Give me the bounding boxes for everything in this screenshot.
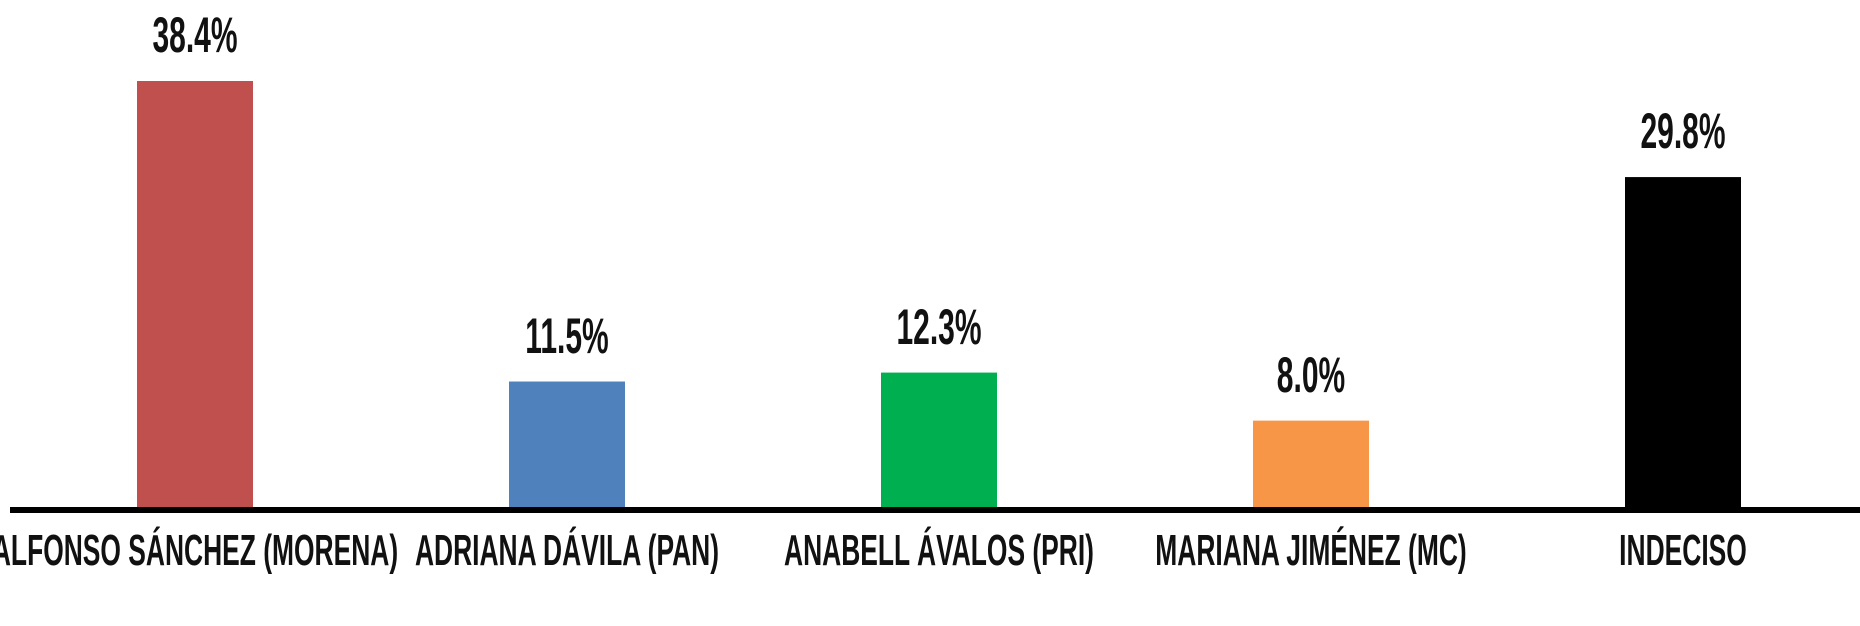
- value-label: 38.4%: [152, 7, 238, 63]
- x-tick-label: ALFONSO SÁNCHEZ (MORENA): [0, 526, 399, 575]
- bar: [881, 372, 997, 510]
- bar: [137, 81, 253, 510]
- bar: [1253, 420, 1369, 510]
- x-tick-label: MARIANA JIMÉNEZ (MC): [1155, 526, 1467, 575]
- value-label: 8.0%: [1276, 346, 1346, 403]
- bar: [1625, 177, 1741, 510]
- value-label: 12.3%: [896, 298, 982, 355]
- x-tick-label: ANABELL ÁVALOS (PRI): [784, 526, 1094, 575]
- bar: [509, 381, 625, 510]
- x-tick-label: INDECISO: [1619, 526, 1747, 575]
- x-tick-label: ADRIANA DÁVILA (PAN): [414, 526, 720, 575]
- value-label: 29.8%: [1640, 103, 1726, 160]
- value-label: 11.5%: [525, 307, 609, 364]
